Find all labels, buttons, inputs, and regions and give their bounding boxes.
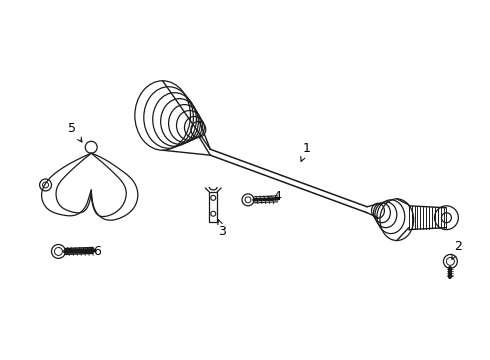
Circle shape xyxy=(40,179,51,191)
Text: 3: 3 xyxy=(218,220,226,238)
Polygon shape xyxy=(209,192,217,222)
Circle shape xyxy=(242,194,254,206)
Text: 2: 2 xyxy=(452,240,462,259)
Circle shape xyxy=(435,206,458,230)
Text: 5: 5 xyxy=(68,122,82,142)
Text: 6: 6 xyxy=(88,245,101,258)
Circle shape xyxy=(51,244,65,258)
Text: 1: 1 xyxy=(301,142,311,161)
Circle shape xyxy=(211,195,216,201)
Text: 4: 4 xyxy=(267,190,282,203)
Circle shape xyxy=(211,211,216,216)
Circle shape xyxy=(443,255,457,268)
Circle shape xyxy=(85,141,97,153)
